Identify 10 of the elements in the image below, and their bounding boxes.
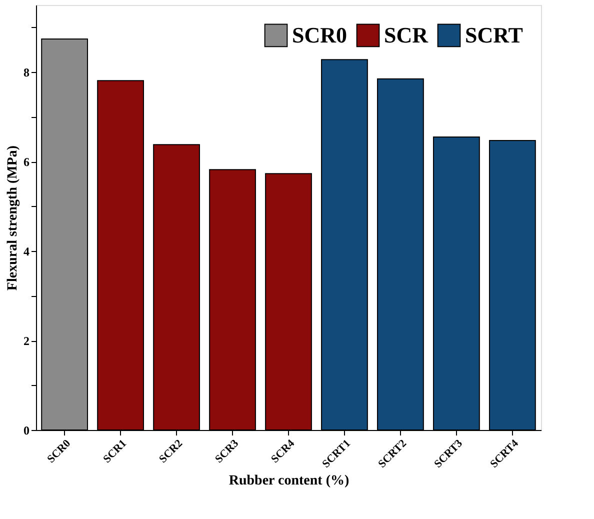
legend-label: SCR0 — [292, 22, 348, 48]
x-axis-title: Rubber content (%) — [228, 474, 350, 489]
y-tick-label: 0 — [24, 424, 30, 438]
legend-label: SCR — [384, 22, 430, 48]
y-tick-label: 2 — [24, 334, 30, 348]
y-tick-label: 8 — [24, 66, 30, 80]
legend-label: SCRT — [465, 22, 524, 48]
y-tick-label: 4 — [24, 244, 30, 259]
y-tick-label: 6 — [24, 155, 30, 170]
y-axis-title: Flexural strength (MPa) — [6, 145, 20, 291]
